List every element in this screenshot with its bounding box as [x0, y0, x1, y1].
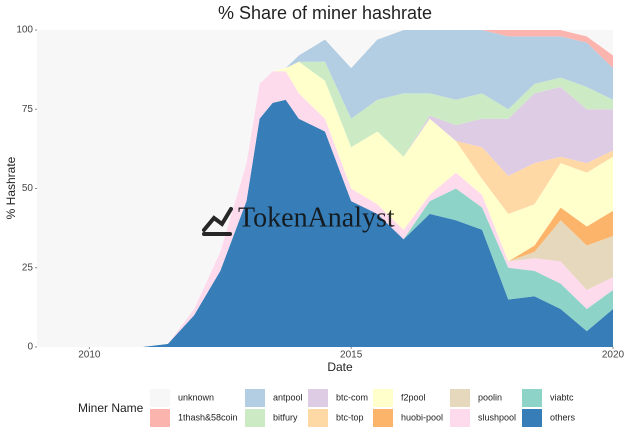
- area: [37, 30, 613, 347]
- legend-label: btc-com: [336, 392, 368, 402]
- area: [37, 61, 613, 347]
- legend-swatch: [373, 409, 393, 427]
- x-tick-label: 2020: [602, 350, 625, 361]
- legend-swatch: [450, 409, 470, 427]
- legend-swatch: [245, 409, 265, 427]
- y-tick-label: 25: [22, 262, 34, 273]
- chart-title: % Share of miner hashrate: [218, 3, 432, 23]
- area: [37, 61, 613, 347]
- legend-label: slushpool: [478, 412, 516, 422]
- legend-label: others: [550, 412, 576, 422]
- area: [37, 71, 613, 348]
- watermark: TokenAnalyst: [202, 202, 395, 236]
- area: [37, 30, 613, 347]
- legend-swatch: [450, 389, 470, 407]
- legend-label: antpool: [273, 392, 303, 402]
- legend-swatch: [308, 389, 328, 407]
- legend-swatch: [308, 409, 328, 427]
- legend-swatch: [150, 389, 170, 407]
- y-axis-label: % Hashrate: [4, 156, 18, 219]
- y-tick-label: 100: [16, 25, 33, 36]
- legend-label: viabtc: [550, 392, 574, 402]
- x-axis-label: Date: [327, 360, 353, 374]
- legend-swatch: [522, 409, 542, 427]
- legend-label: unknown: [178, 392, 214, 402]
- watermark-logo: [202, 207, 233, 232]
- y-tick-label: 75: [22, 104, 34, 115]
- legend-label: huobi-pool: [401, 412, 443, 422]
- legend-swatch: [245, 389, 265, 407]
- legend-swatch: [150, 409, 170, 427]
- legend-label: f2pool: [401, 392, 426, 402]
- area: [37, 99, 613, 348]
- legend-label: poolin: [478, 392, 502, 402]
- legend-label: 1thash&58coin: [178, 412, 238, 422]
- x-tick-label: 2010: [78, 350, 101, 361]
- legend-label: bitfury: [273, 412, 298, 422]
- legend-label: btc-top: [336, 412, 364, 422]
- x-tick-label: 2015: [340, 350, 363, 361]
- watermark-text: TokenAnalyst: [238, 202, 395, 233]
- legend-swatch: [522, 389, 542, 407]
- legend-swatch: [373, 389, 393, 407]
- plot-area: [37, 30, 613, 348]
- y-tick-label: 0: [27, 342, 33, 353]
- y-tick-label: 50: [22, 183, 34, 194]
- legend-title: Miner Name: [78, 401, 144, 415]
